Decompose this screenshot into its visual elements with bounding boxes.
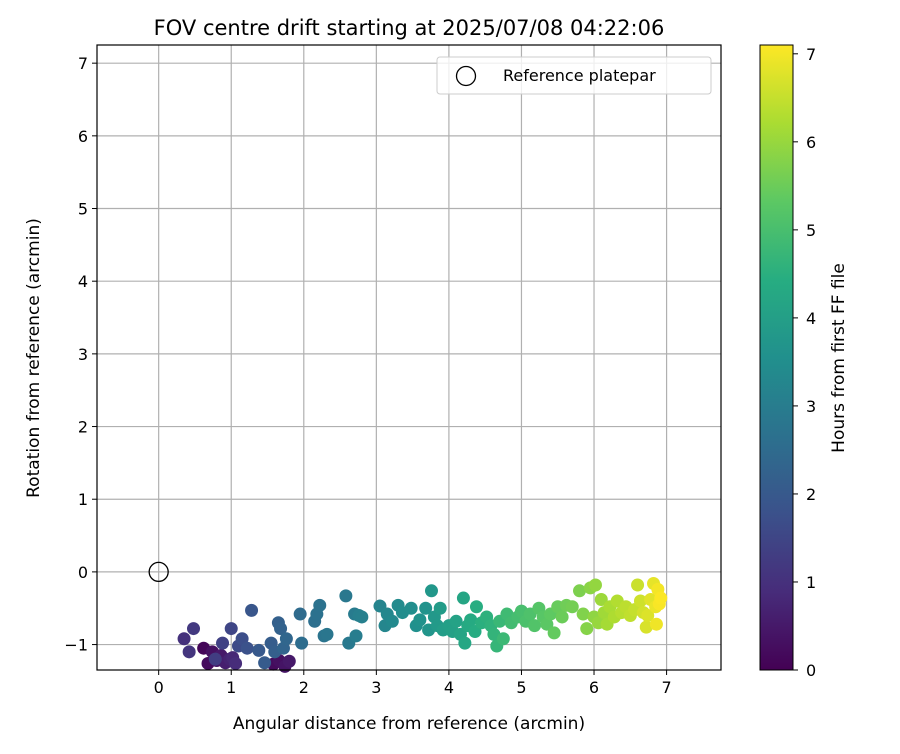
data-point [576, 607, 590, 621]
grid-layer [97, 45, 721, 670]
data-point [313, 598, 327, 612]
data-point [641, 608, 655, 622]
x-tick-label: 7 [661, 678, 671, 697]
data-point [413, 613, 427, 627]
data-point [588, 578, 602, 592]
data-point [279, 632, 293, 646]
data-point [565, 600, 579, 614]
x-tick-label: 0 [154, 678, 164, 697]
data-point [216, 636, 230, 650]
data-point [547, 626, 561, 640]
chart-title: FOV centre drift starting at 2025/07/08 … [154, 16, 665, 40]
plot-frame [96, 44, 722, 671]
y-axis-label: Rotation from reference (arcmin) [24, 218, 44, 498]
legend: Reference platepar [436, 56, 712, 95]
data-point [555, 610, 569, 624]
data-point [654, 591, 668, 605]
data-point [424, 584, 438, 598]
colorbar-tick-label: 1 [806, 573, 816, 592]
colorbar-tick-label: 2 [806, 485, 816, 504]
x-tick-label: 3 [371, 678, 381, 697]
data-point [339, 589, 353, 603]
y-tick-label: 1 [78, 490, 88, 509]
data-point [633, 594, 647, 608]
x-ticks: 0 1 2 3 4 5 6 7 [154, 670, 672, 697]
colorbar-label: Hours from first FF file [829, 263, 849, 453]
data-point [177, 632, 191, 646]
data-point [469, 600, 483, 614]
x-tick-label: 4 [444, 678, 454, 697]
colorbar [759, 44, 794, 671]
colorbar-tick-label: 0 [806, 661, 816, 680]
data-point [282, 654, 296, 668]
data-point [229, 656, 243, 670]
data-point [458, 636, 472, 650]
data-point [224, 622, 238, 636]
data-point [182, 645, 196, 659]
reference-layer [148, 561, 169, 583]
colorbar-tick-label: 6 [806, 133, 816, 152]
data-point [240, 641, 254, 655]
data-point [252, 643, 266, 657]
legend-label: Reference platepar [503, 66, 656, 85]
data-point [404, 601, 418, 615]
legend-marker [455, 65, 477, 87]
y-tick-label: 3 [78, 345, 88, 364]
colorbar-tick-label: 5 [806, 221, 816, 240]
x-tick-label: 2 [299, 678, 309, 697]
y-tick-label: −1 [64, 636, 88, 655]
x-tick-label: 1 [226, 678, 236, 697]
colorbar-ticks: 0 1 2 3 4 5 6 7 [793, 45, 816, 680]
data-point [385, 614, 399, 628]
y-tick-label: 5 [78, 200, 88, 219]
data-point [433, 601, 447, 615]
y-tick-label: 2 [78, 418, 88, 437]
data-point [208, 652, 222, 666]
x-tick-label: 6 [589, 678, 599, 697]
data-point [320, 627, 334, 641]
data-point [355, 610, 369, 624]
colorbar-tick-label: 3 [806, 397, 816, 416]
data-point [419, 601, 433, 615]
colorbar-tick-label: 4 [806, 309, 816, 328]
data-point [528, 619, 542, 633]
data-point [349, 629, 363, 643]
data-point [456, 591, 470, 605]
data-point [639, 620, 653, 634]
data-point [580, 622, 594, 636]
y-tick-label: 4 [78, 272, 88, 291]
data-point [295, 636, 309, 650]
data-point [274, 622, 288, 636]
y-tick-label: 7 [78, 54, 88, 73]
data-point [496, 632, 510, 646]
y-tick-label: 6 [78, 127, 88, 146]
data-point [258, 656, 272, 670]
legend-box [436, 56, 712, 95]
data-point [449, 614, 463, 628]
data-point [245, 603, 259, 617]
reference-marker [148, 561, 169, 583]
data-point [631, 578, 645, 592]
x-axis-label: Angular distance from reference (arcmin) [233, 714, 585, 734]
data-point [573, 584, 587, 598]
data-point [464, 613, 478, 627]
y-ticks: −1 0 1 2 3 4 5 6 7 [64, 54, 97, 655]
data-point [187, 622, 201, 636]
x-tick-label: 5 [516, 678, 526, 697]
data-point [293, 607, 307, 621]
data-point [540, 617, 554, 631]
data-point [594, 593, 608, 607]
y-tick-label: 0 [78, 563, 88, 582]
colorbar-tick-label: 7 [806, 45, 816, 64]
points-layer [177, 577, 668, 673]
data-point [649, 617, 663, 631]
